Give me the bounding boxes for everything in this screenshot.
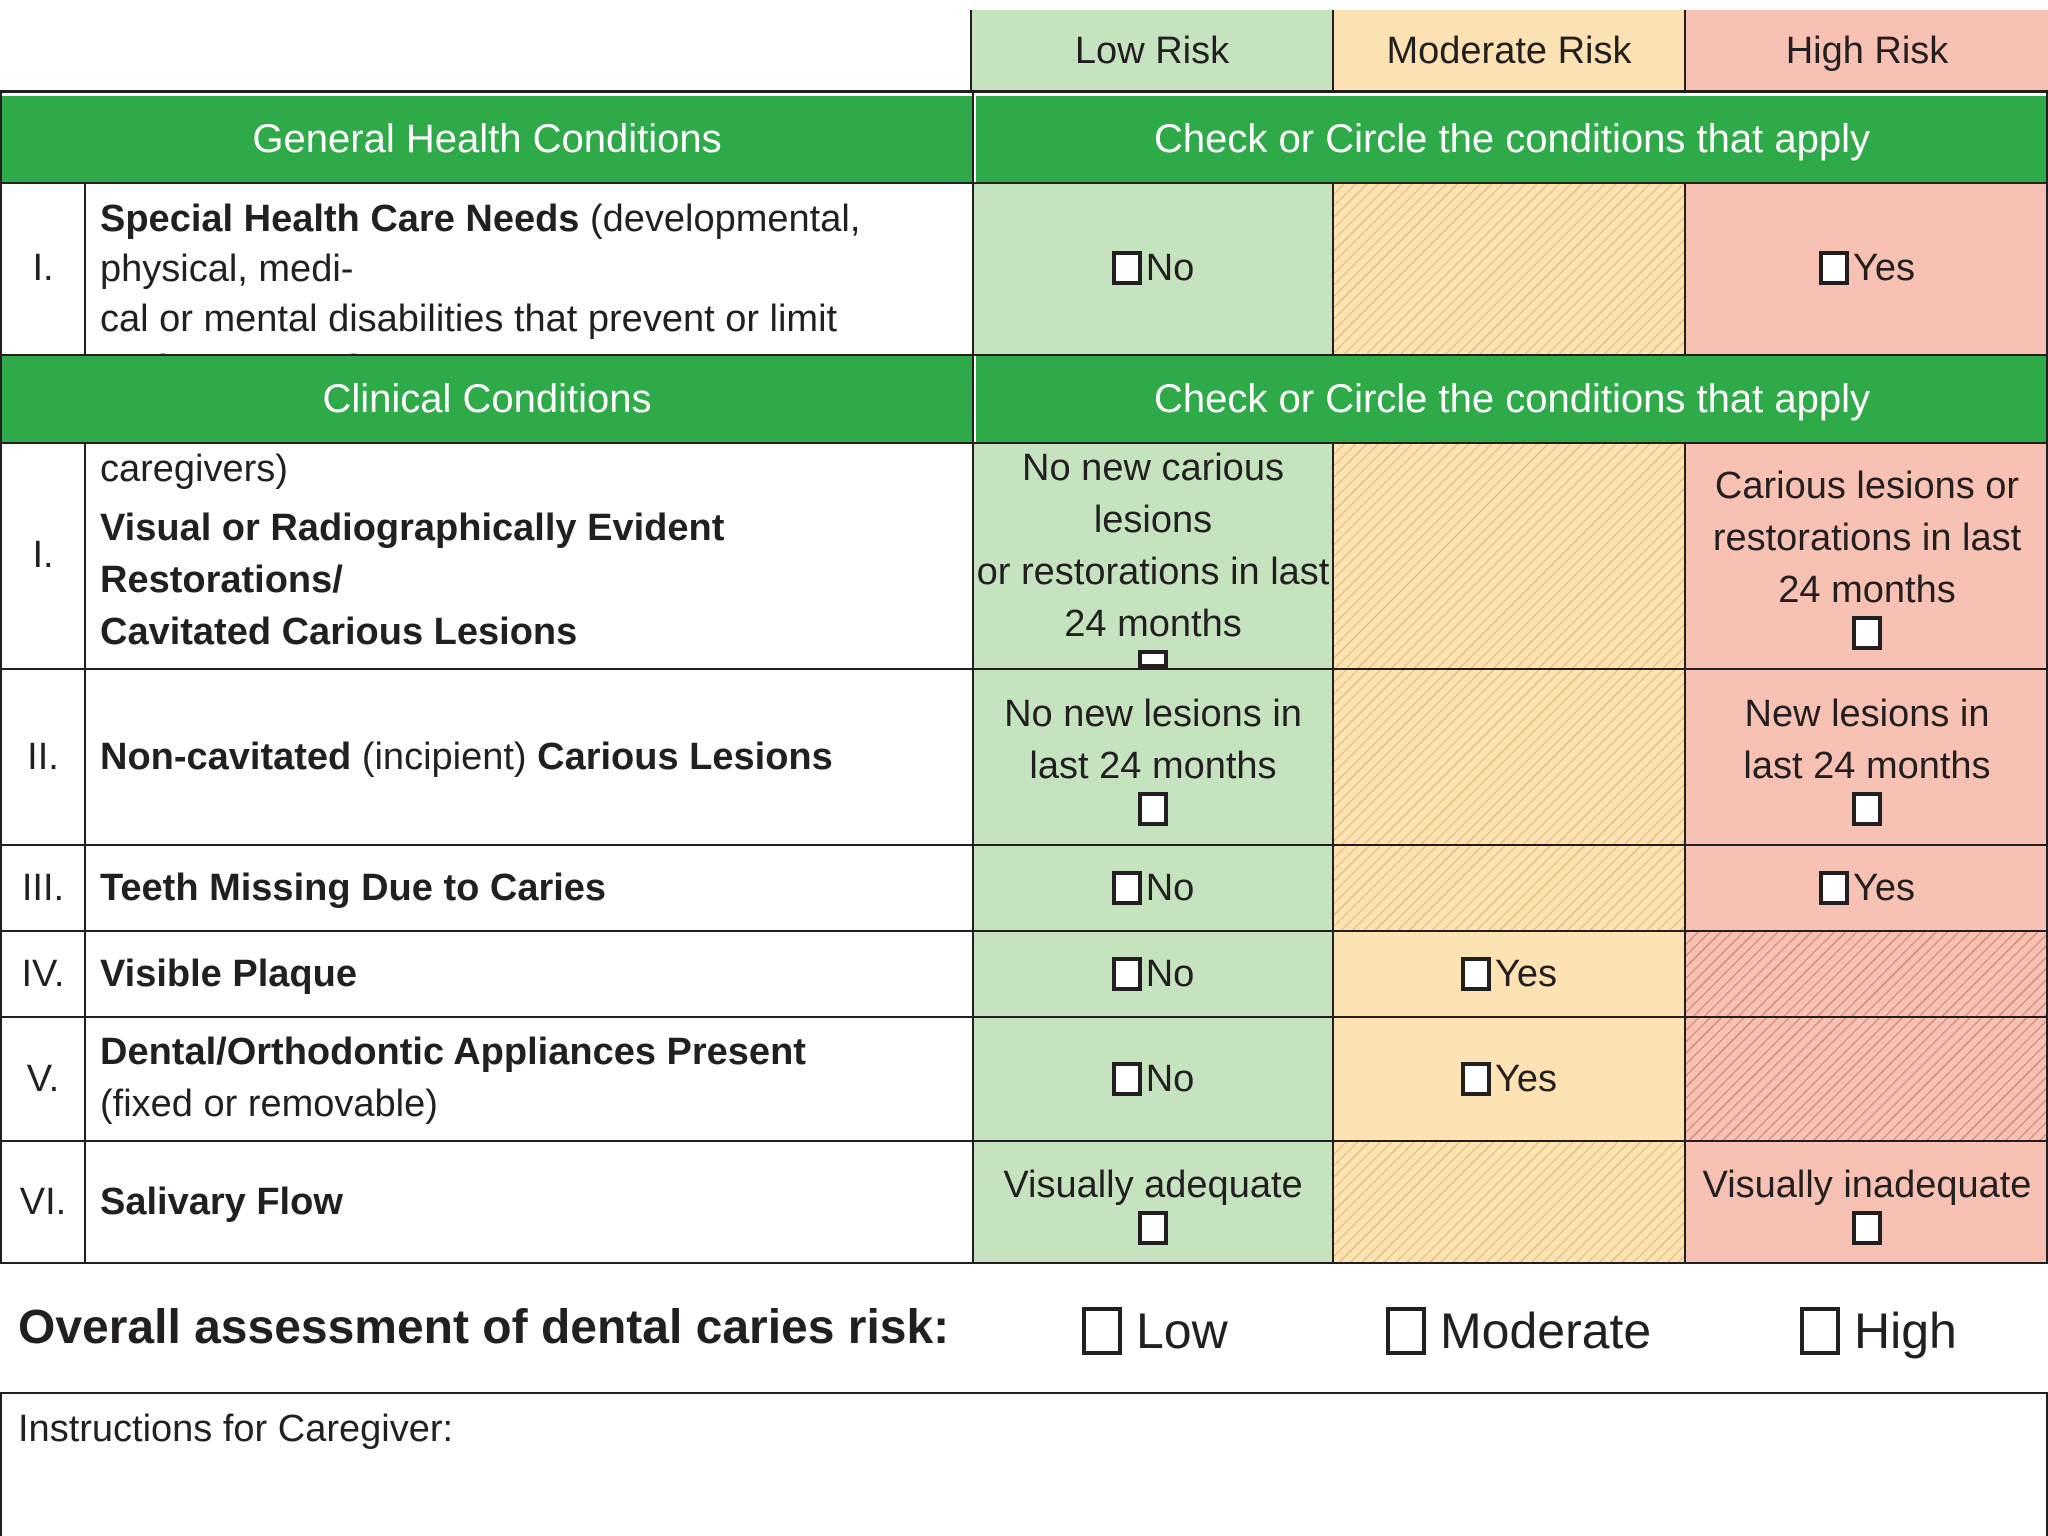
clinical-conditions-heading: Clinical Conditions — [2, 356, 972, 442]
visual-restorations-high-cell: Carious lesions or restorations in last … — [1686, 442, 2048, 668]
special-needs-high-cell: Yes — [1686, 182, 2048, 354]
non-cavitated-moderate-hatched — [1334, 670, 1684, 844]
checkbox-yes[interactable] — [1461, 1062, 1491, 1096]
checkbox-no[interactable] — [1111, 957, 1142, 991]
grid-line — [1332, 182, 1334, 356]
overall-high-option[interactable]: High — [1800, 1302, 1957, 1360]
overall-moderate-checkbox[interactable] — [1386, 1307, 1426, 1355]
row-visual-restorations: I. Visual or Radiographically Evident Re… — [0, 442, 2048, 668]
overall-high-checkbox[interactable] — [1800, 1307, 1840, 1355]
checkbox[interactable] — [1138, 792, 1168, 826]
row-appliances: V. Dental/Orthodontic Appliances Present… — [0, 1018, 2048, 1140]
grid-line — [0, 930, 2048, 932]
grid-line — [0, 1016, 2048, 1018]
clinical-conditions-instruction: Check or Circle the conditions that appl… — [976, 356, 2048, 442]
checkbox[interactable] — [1852, 1211, 1882, 1245]
grid-line — [0, 1140, 2048, 1142]
checkbox-no[interactable] — [1111, 1062, 1142, 1096]
roman-numeral: III. — [21, 866, 65, 909]
checkbox-yes[interactable] — [1819, 871, 1849, 905]
general-health-heading: General Health Conditions — [2, 96, 972, 182]
grid-line — [972, 92, 974, 1264]
non-cavitated-high-cell: New lesions in last 24 months — [1686, 670, 2048, 844]
visible-plaque-high-hatched — [1686, 932, 2048, 1016]
non-cavitated-description: Non-cavitated (incipient) Carious Lesion… — [100, 735, 833, 778]
grid-line — [0, 354, 2048, 356]
non-cavitated-low-cell: No new lesions in last 24 months — [974, 670, 1332, 844]
grid-line — [0, 844, 2048, 846]
special-needs-low-cell: No — [974, 182, 1332, 354]
overall-assessment-label: Overall assessment of dental caries risk… — [18, 1301, 950, 1354]
checkbox-no[interactable] — [1111, 871, 1142, 905]
row-teeth-missing: III. Teeth Missing Due to Caries No Yes — [0, 846, 2048, 930]
grid-line — [0, 442, 2048, 444]
header-rule — [0, 90, 2048, 93]
overall-low-option[interactable]: Low — [1082, 1302, 1228, 1360]
grid-line — [1684, 182, 1686, 356]
low-risk-header: Low Risk — [970, 10, 1332, 92]
moderate-risk-header: Moderate Risk — [1332, 10, 1684, 92]
visual-restorations-low-cell: No new carious lesions or restorations i… — [974, 442, 1332, 668]
checkbox[interactable] — [1138, 650, 1168, 668]
salivary-flow-high-cell: Visually inadequate — [1686, 1142, 2048, 1262]
grid-line — [0, 182, 2048, 184]
instructions-label: Instructions for Caregiver: — [18, 1408, 454, 1450]
roman-numeral: VI. — [19, 1180, 67, 1223]
visual-restorations-description: Visual or Radiographically Evident Resto… — [100, 507, 725, 653]
salivary-flow-description: Salivary Flow — [100, 1181, 343, 1223]
grid-line — [84, 182, 86, 356]
high-risk-header: High Risk — [1684, 10, 2048, 92]
salivary-flow-moderate-hatched — [1334, 1142, 1684, 1262]
teeth-missing-moderate-hatched — [1334, 846, 1684, 930]
row-visible-plaque: IV. Visible Plaque No Yes — [0, 932, 2048, 1016]
checkbox[interactable] — [1852, 616, 1882, 650]
general-health-instruction: Check or Circle the conditions that appl… — [976, 96, 2048, 182]
checkbox[interactable] — [1852, 792, 1882, 826]
roman-numeral: V. — [26, 1057, 60, 1100]
overall-low-checkbox[interactable] — [1082, 1307, 1122, 1355]
checkbox-yes[interactable] — [1819, 251, 1849, 285]
overall-moderate-option[interactable]: Moderate — [1386, 1302, 1651, 1360]
roman-numeral: I. — [32, 533, 54, 576]
row-salivary-flow: VI. Salivary Flow Visually adequate Visu… — [0, 1142, 2048, 1262]
grid-line — [0, 1262, 2048, 1264]
instructions-box[interactable]: Instructions for Caregiver: — [0, 1392, 2048, 1536]
grid-line — [2046, 92, 2048, 1264]
roman-numeral: IV. — [21, 952, 65, 995]
row-special-health-care-needs: I. Special Health Care Needs (developmen… — [0, 182, 2048, 490]
teeth-missing-high-cell: Yes — [1686, 846, 2048, 930]
checkbox[interactable] — [1138, 1211, 1168, 1245]
roman-numeral: II. — [27, 735, 59, 778]
grid-line — [0, 92, 2, 1264]
checkbox-yes[interactable] — [1461, 957, 1491, 991]
visible-plaque-moderate-cell: Yes — [1334, 932, 1684, 1016]
appliances-high-hatched — [1686, 1018, 2048, 1140]
grid-line — [1684, 442, 1686, 1264]
appliances-description: Dental/Orthodontic Appliances Present (f… — [100, 1031, 806, 1125]
appliances-low-cell: No — [974, 1018, 1332, 1140]
teeth-missing-description: Teeth Missing Due to Caries — [100, 867, 607, 909]
salivary-flow-low-cell: Visually adequate — [974, 1142, 1332, 1262]
grid-line — [1332, 442, 1334, 1264]
row-non-cavitated: II. Non-cavitated (incipient) Carious Le… — [0, 670, 2048, 844]
grid-line — [0, 668, 2048, 670]
teeth-missing-low-cell: No — [974, 846, 1332, 930]
special-needs-moderate-hatched — [1334, 182, 1684, 354]
visible-plaque-low-cell: No — [974, 932, 1332, 1016]
visual-restorations-moderate-hatched — [1334, 442, 1684, 668]
checkbox-no[interactable] — [1111, 251, 1142, 285]
grid-line — [84, 442, 86, 1264]
roman-numeral: I. — [32, 246, 54, 289]
appliances-moderate-cell: Yes — [1334, 1018, 1684, 1140]
visible-plaque-description: Visible Plaque — [100, 953, 357, 995]
